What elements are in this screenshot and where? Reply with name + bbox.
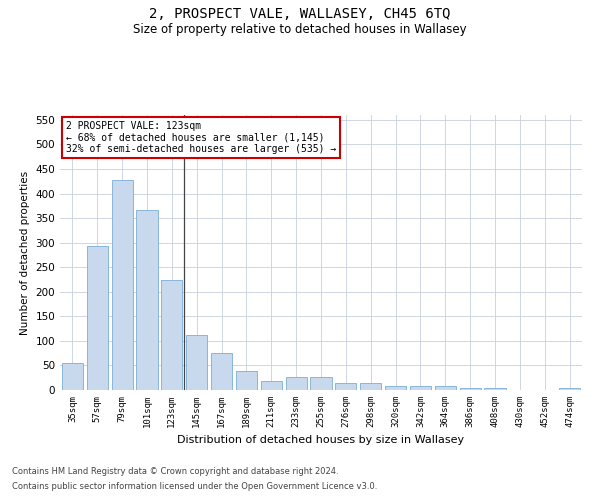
Bar	[559, 388, 580, 390]
Text: Contains HM Land Registry data © Crown copyright and database right 2024.: Contains HM Land Registry data © Crown c…	[12, 467, 338, 476]
Bar	[310, 376, 332, 390]
Text: 2 PROSPECT VALE: 123sqm
← 68% of detached houses are smaller (1,145)
32% of semi: 2 PROSPECT VALE: 123sqm ← 68% of detache…	[65, 120, 336, 154]
Bar	[236, 372, 257, 390]
Text: 2, PROSPECT VALE, WALLASEY, CH45 6TQ: 2, PROSPECT VALE, WALLASEY, CH45 6TQ	[149, 8, 451, 22]
Bar	[211, 353, 232, 390]
Bar	[62, 363, 83, 390]
Bar	[136, 210, 158, 390]
Bar	[186, 334, 207, 390]
Bar	[460, 388, 481, 390]
Bar	[87, 246, 108, 390]
Bar	[286, 376, 307, 390]
Y-axis label: Number of detached properties: Number of detached properties	[20, 170, 30, 334]
Text: Size of property relative to detached houses in Wallasey: Size of property relative to detached ho…	[133, 22, 467, 36]
Bar	[435, 386, 456, 390]
X-axis label: Distribution of detached houses by size in Wallasey: Distribution of detached houses by size …	[178, 436, 464, 446]
Bar	[410, 386, 431, 390]
Bar	[484, 388, 506, 390]
Text: Contains public sector information licensed under the Open Government Licence v3: Contains public sector information licen…	[12, 482, 377, 491]
Bar	[360, 382, 381, 390]
Bar	[261, 381, 282, 390]
Bar	[335, 382, 356, 390]
Bar	[112, 180, 133, 390]
Bar	[385, 386, 406, 390]
Bar	[161, 280, 182, 390]
